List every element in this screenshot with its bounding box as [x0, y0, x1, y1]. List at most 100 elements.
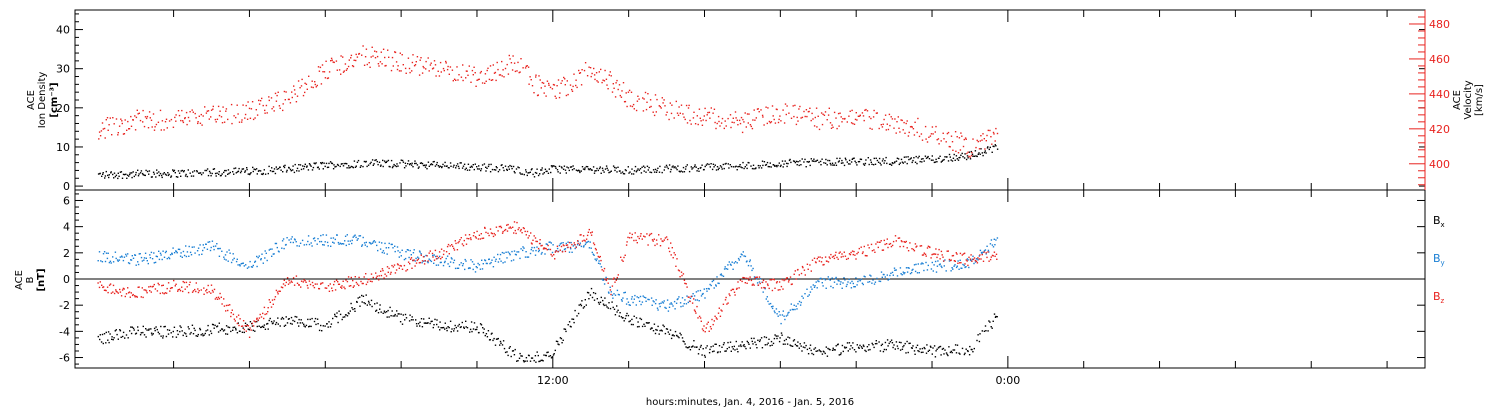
b-series-bx-point — [690, 346, 693, 348]
velocity-series-point — [475, 85, 477, 87]
density-series-point — [307, 169, 310, 171]
b-series-bz-point — [880, 240, 882, 242]
velocity-series-point — [578, 72, 581, 74]
density-series-point — [214, 172, 217, 175]
density-series-point — [582, 168, 585, 170]
b-series-bx-point — [808, 347, 811, 349]
velocity-series-point — [992, 131, 995, 134]
b-series-by-point — [738, 259, 740, 261]
b-series-bz-point — [749, 276, 751, 278]
density-series-point — [636, 169, 638, 172]
b-series-bz-point — [324, 287, 326, 289]
b-series-bx-point — [500, 342, 502, 344]
b-series-bz-point — [544, 247, 546, 250]
velocity-series-point — [617, 88, 619, 91]
velocity-series-point — [746, 113, 749, 115]
b-series-by-point — [595, 259, 597, 262]
density-series-point — [419, 162, 422, 164]
velocity-series-point — [714, 121, 716, 124]
b-series-bx-point — [506, 351, 508, 353]
b-series-bz-point — [560, 245, 563, 248]
b-series-by-point — [857, 280, 859, 283]
density-series-point — [382, 165, 384, 168]
b-series-bx-point — [987, 330, 989, 332]
velocity-series-point — [823, 114, 826, 116]
b-series-by-point — [428, 258, 430, 260]
velocity-series-point — [449, 66, 452, 68]
velocity-series-point — [551, 88, 554, 90]
velocity-series-point — [709, 117, 711, 119]
velocity-tick-label: 440 — [1429, 88, 1450, 101]
b-series-bz-point — [724, 299, 727, 301]
b-series-bz-point — [900, 240, 903, 242]
b-series-bx-point — [772, 342, 775, 345]
velocity-series-point — [629, 105, 632, 107]
b-series-bx-point — [712, 345, 714, 347]
b-series-bz-point — [413, 259, 415, 261]
velocity-series-point — [462, 79, 464, 82]
velocity-series-point — [508, 54, 510, 57]
density-series-point — [645, 171, 647, 173]
velocity-series-point — [835, 117, 837, 119]
density-series-point — [730, 165, 733, 168]
b-series-bx-point — [256, 320, 258, 323]
b-series-bz-point — [892, 240, 895, 243]
b-series-bx-point — [199, 327, 201, 330]
density-series-point — [640, 172, 643, 174]
velocity-series-point — [146, 115, 149, 118]
b-series-bz-point — [268, 299, 270, 301]
velocity-series-point — [669, 102, 671, 104]
density-series-point — [311, 169, 314, 171]
b-series-bx-point — [460, 326, 462, 328]
b-series-bx-point — [236, 332, 239, 334]
b-series-by-point — [548, 248, 550, 251]
b-series-by-point — [911, 269, 913, 271]
b-series-bz-point — [470, 238, 472, 241]
b-series-bz-point — [333, 280, 336, 283]
b-series-bz-point — [571, 243, 573, 246]
b-series-bz-point — [163, 293, 165, 295]
density-series-point — [237, 170, 240, 172]
b-series-bx-point — [294, 315, 296, 318]
density-series-point — [535, 172, 538, 174]
b-series-bx-point — [423, 322, 426, 324]
b-series-bz-point — [868, 247, 870, 249]
b-series-by-point — [307, 240, 309, 243]
b-series-by-point — [837, 279, 839, 282]
density-series-point — [558, 165, 561, 167]
b-series-bz-point — [982, 260, 985, 262]
velocity-series-point — [721, 117, 724, 120]
b-series-bx-point — [930, 346, 932, 348]
velocity-series-point — [742, 118, 744, 121]
b-series-bx-point — [199, 329, 202, 331]
density-series-point — [461, 167, 464, 169]
b-series-bx-point — [394, 315, 396, 317]
velocity-series-point — [598, 71, 600, 73]
b-series-bz-point — [943, 260, 945, 262]
b-series-bx-point — [206, 329, 209, 331]
b-series-bz-point — [636, 242, 638, 244]
b-series-bz-point — [257, 319, 259, 321]
b-series-bz-point — [698, 315, 701, 318]
b-series-bz-point — [174, 285, 176, 287]
b-series-bz-point — [242, 320, 245, 322]
b-series-by-point — [532, 250, 534, 252]
b-series-bz-point — [791, 283, 793, 285]
b-series-by-point — [162, 250, 164, 252]
b-series-bz-point — [986, 256, 988, 259]
velocity-series-point — [421, 72, 424, 74]
b-series-bx-point — [130, 326, 132, 328]
b-series-bx-point — [190, 331, 192, 334]
b-series-by-point — [744, 255, 747, 258]
density-series-point — [669, 171, 672, 173]
b-series-bz-point — [368, 278, 370, 281]
b-series-bz-point — [443, 250, 445, 252]
b-series-by-point — [988, 251, 990, 253]
b-series-bx-point — [883, 348, 886, 351]
b-series-by-point — [438, 255, 441, 258]
velocity-series-point — [477, 78, 479, 81]
density-series-point — [356, 161, 359, 163]
b-series-by-point — [623, 292, 625, 294]
b-series-bz-point — [901, 240, 903, 243]
b-series-by-point — [382, 250, 385, 252]
